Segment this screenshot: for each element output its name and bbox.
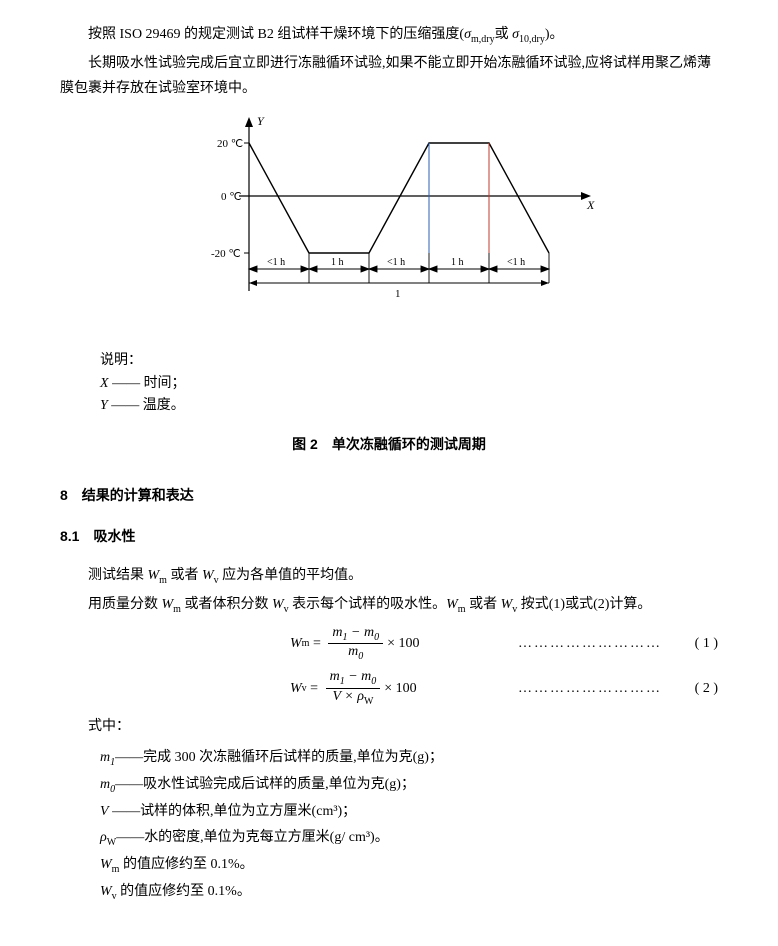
- y-axis-label: Y: [257, 114, 265, 128]
- section-8-1-heading: 8.1 吸水性: [60, 524, 718, 549]
- chart-legend: 说明： X —— 时间； Y —— 温度。: [100, 350, 718, 417]
- x-axis-label: X: [586, 198, 595, 212]
- svg-text:<1 h: <1 h: [387, 257, 405, 268]
- paragraph-2: 长期吸水性试验完成后宜立即进行冻融循环试验,如果不能立即开始冻融循环试验,应将试…: [60, 51, 718, 101]
- svg-text:<1 h: <1 h: [507, 257, 525, 268]
- freeze-thaw-cycle-chart: Y X 20 ℃ 0 ℃ -20 ℃ <1 h 1 h <1 h 1 h <1 …: [179, 111, 599, 340]
- svg-text:<1 h: <1 h: [267, 257, 285, 268]
- paragraph-4: 用质量分数 Wm 或者体积分数 Wv 表示每个试样的吸水性。Wm 或者 Wv 按…: [60, 592, 718, 619]
- svg-text:0 ℃: 0 ℃: [221, 191, 242, 203]
- svg-text:1: 1: [395, 288, 401, 300]
- figure-2-title: 图 2 单次冻融循环的测试周期: [60, 432, 718, 457]
- cycle-line: [249, 143, 549, 253]
- definitions-list: m1——完成 300 次冻融循环后试样的质量,单位为克(g)； m0——吸水性试…: [100, 745, 718, 906]
- defs-title: 式中：: [60, 714, 718, 739]
- equation-1: Wm = m1 − m0 m0 × 100 ……………………… ( 1 ): [60, 625, 718, 664]
- svg-text:-20 ℃: -20 ℃: [211, 248, 241, 260]
- svg-text:1 h: 1 h: [451, 257, 464, 268]
- legend-title: 说明：: [100, 350, 718, 372]
- section-8-heading: 8 结果的计算和表达: [60, 483, 718, 508]
- paragraph-1: 按照 ISO 29469 的规定测试 B2 组试样干燥环境下的压缩强度(σm,d…: [60, 22, 718, 49]
- svg-text:20 ℃: 20 ℃: [217, 138, 243, 150]
- svg-text:1 h: 1 h: [331, 257, 344, 268]
- paragraph-3: 测试结果 Wm 或者 Wv 应为各单值的平均值。: [60, 563, 718, 590]
- equation-2: Wv = m1 − m0 V × ρW × 100 ……………………… ( 2 …: [60, 669, 718, 708]
